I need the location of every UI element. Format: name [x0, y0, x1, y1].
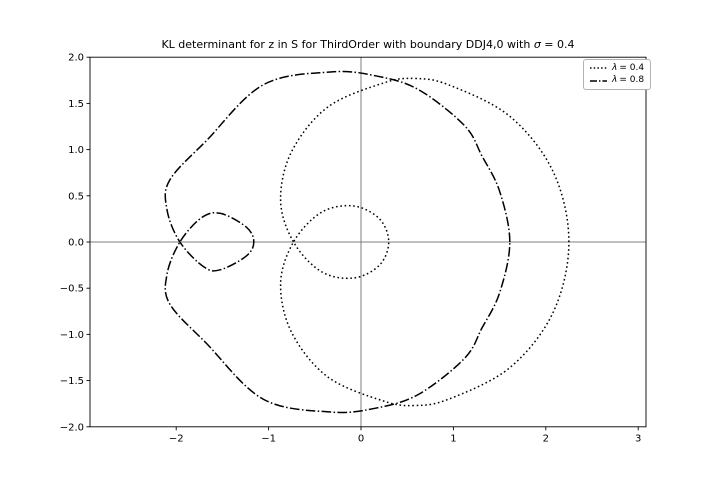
y-tick-label: 2.0	[68, 53, 84, 64]
legend-value: = 0.8	[619, 75, 645, 86]
x-tick-label: 0	[358, 433, 364, 444]
legend-entry-dotted: λ = 0.4	[590, 63, 644, 73]
legend-label: λ = 0.8	[612, 75, 644, 85]
x-tick-label: 1	[450, 433, 456, 444]
x-tick-label: 2	[543, 433, 549, 444]
chart-title-sigma: σ	[534, 38, 542, 51]
y-tick-label: −0.5	[60, 284, 84, 295]
legend-symbol: λ	[612, 63, 618, 73]
dotted-line-icon	[590, 67, 607, 69]
y-tick-label: 0.0	[68, 238, 84, 249]
dashdot-line-icon	[590, 79, 607, 82]
y-tick-label: 1.5	[68, 99, 84, 110]
chart-title-value: = 0.4	[541, 38, 575, 51]
legend-value: = 0.4	[619, 63, 645, 73]
y-tick-label: 1.0	[68, 145, 84, 156]
y-tick-label: −1.5	[60, 376, 84, 387]
legend: λ = 0.4 λ = 0.8	[583, 59, 652, 90]
chart-title-text: KL determinant for z in S for ThirdOrder…	[161, 38, 533, 51]
axes-group: −2 −1 0 1 2 3 −2.0 −1.5 −1.0 −0.5 0.0 0.5 1.0 1.5 2.0	[60, 53, 647, 444]
y-tick-label: −1.0	[60, 330, 84, 341]
y-tick-label: −2.0	[60, 422, 84, 433]
legend-entry-dashdot: λ = 0.8	[590, 75, 644, 85]
x-tick-label: 3	[635, 433, 641, 444]
legend-label: λ = 0.4	[612, 63, 644, 73]
x-tick-label: −2	[169, 433, 184, 444]
legend-symbol: λ	[612, 75, 618, 86]
y-tick-label: 0.5	[68, 191, 84, 202]
curve-lambda-0.8	[164, 70, 511, 414]
curve-lambda-0.4	[279, 77, 570, 407]
chart-title: KL determinant for z in S for ThirdOrder…	[161, 38, 574, 51]
x-tick-label: −1	[261, 433, 276, 444]
